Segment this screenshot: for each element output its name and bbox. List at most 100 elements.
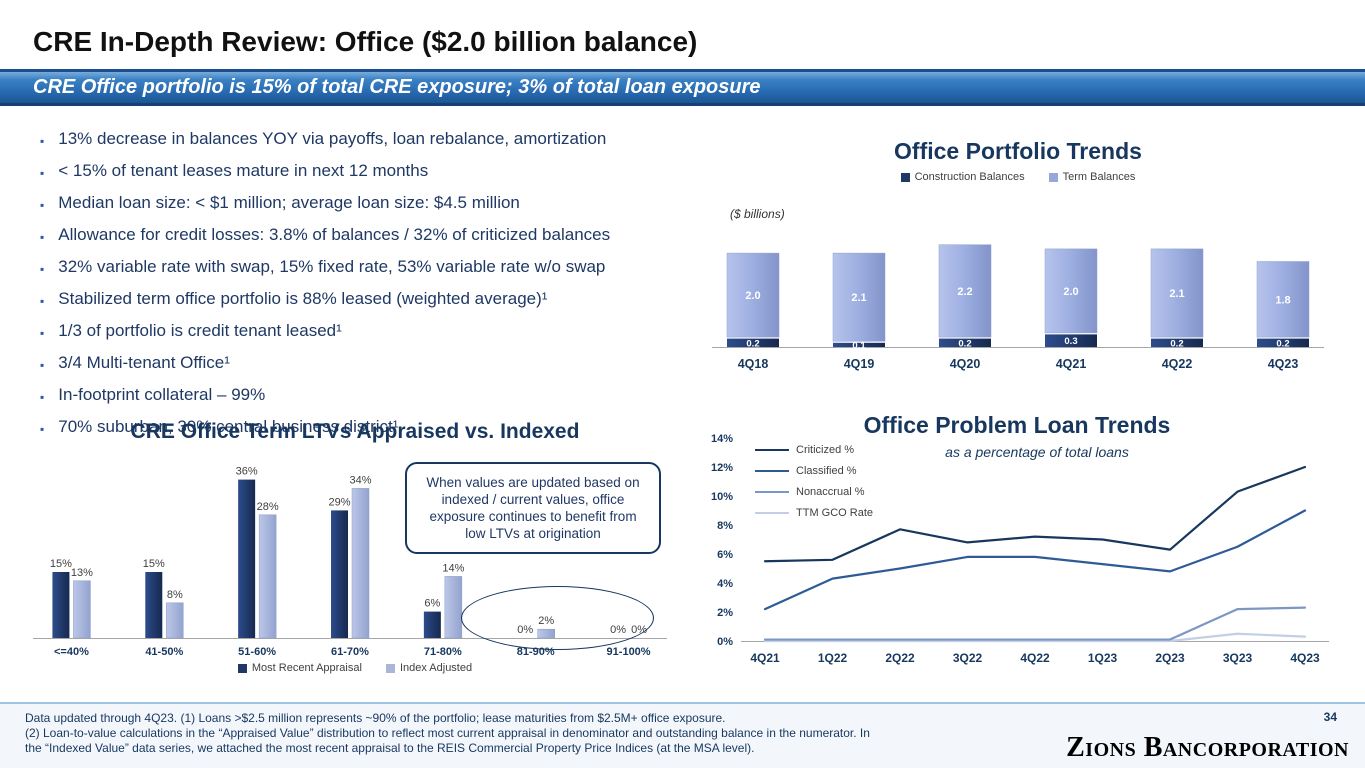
x-category-label: 4Q21 [1056,357,1087,371]
legend-swatch-icon [385,663,395,673]
legend-label: Most Recent Appraisal [251,662,362,674]
bullet-marker-icon: ▪ [40,134,45,148]
bullet-marker-icon: ▪ [40,390,45,404]
indexed-bar [444,576,463,639]
legend-label: Construction Balances [914,171,1025,183]
construction-bar-segment [1045,334,1097,347]
portfolio-chart-plot: 2.0 0.2 4Q18 2.1 0.1 4Q19 2.2 0.2 4Q20 2.0 0.3 4Q21… [712,244,1324,371]
appraisal-bar [145,572,163,638]
bullet-marker-icon: ▪ [40,166,45,180]
low-ltv-highlight-ellipse [461,586,654,650]
indexed-value-label: 8% [167,589,183,601]
footer: Data updated through 4Q23. (1) Loans >$2… [0,702,1365,768]
construction-value-label: 0.1 [852,340,866,351]
x-tick-label: 4Q22 [1020,651,1050,665]
construction-bar-segment [833,342,885,347]
y-tick-label: 4% [717,578,733,590]
x-category-label: <=40% [54,646,89,658]
legend-label: TTM GCO Rate [796,507,874,519]
problem-chart-legend: Criticized % Classified % Nonaccrual % TTM … [755,444,873,519]
term-value-label: 2.1 [851,292,866,304]
term-value-label: 2.0 [745,290,760,302]
bullet-text: 70% suburban, 30% central business distr… [58,417,399,436]
y-tick-label: 6% [717,549,733,561]
bullet-item: ▪ 13% decrease in balances YOY via payoff… [40,128,680,152]
trend-line [763,465,1307,563]
trend-line [763,606,1307,641]
construction-value-label: 0.3 [1064,336,1077,347]
legend-label: Index Adjusted [399,662,473,674]
problem-loan-chart: 0% 2% 4% 6% 8% 10% 12% 14% 4Q21 1Q22 2Q22 3Q22 4Q22 1… [693,406,1341,672]
ltv-annotation-text: When values are updated based on indexed… [426,475,640,541]
bullet-marker-icon: ▪ [40,230,45,244]
legend-label: Criticized % [796,444,855,456]
legend-label: Classified % [796,465,857,477]
construction-value-label: 0.2 [746,338,759,349]
indexed-bar [73,580,91,639]
x-tick-label: 2Q22 [885,651,915,665]
bullet-text: 13% decrease in balances YOY via payoffs… [58,129,607,148]
appraisal-value-label: 15% [143,558,165,570]
indexed-value-label: 28% [257,501,279,513]
term-bar-segment [1256,261,1310,338]
problem-chart-title: Office Problem Loan Trends [863,412,1171,438]
problem-chart-subtitle: as a percentage of total loans [945,444,1129,460]
footnotes: Data updated through 4Q23. (1) Loans >$2… [25,711,990,756]
ltv-chart-title: CRE Office Term LTVs Appraised vs. Index… [130,420,580,443]
term-bar-segment [726,252,780,338]
legend-item: Construction Balances [900,171,1025,183]
term-bar-segment [1044,248,1098,334]
bullet-item: ▪ In-footprint collateral – 99% [40,384,680,408]
footnote-line: the “Indexed Value” data series, we atta… [25,741,755,755]
units-label: ($ billions) [730,207,785,221]
trend-line [763,509,1307,611]
appraisal-bar [238,479,256,638]
x-tick-label: 3Q23 [1223,651,1253,665]
legend-item: Nonaccrual % [755,486,873,498]
bullet-text: 3/4 Multi-tenant Office¹ [58,353,230,372]
bullet-marker-icon: ▪ [40,358,45,372]
bullet-marker-icon: ▪ [40,262,45,276]
bullet-text: < 15% of tenant leases mature in next 12… [58,161,429,180]
bullet-text: Median loan size: < $1 million; average … [58,193,520,212]
bullet-item: ▪ Median loan size: < $1 million; average… [40,192,680,216]
x-tick-label: 2Q23 [1155,651,1185,665]
legend-item: Criticized % [755,444,873,456]
x-category-label: 4Q19 [844,357,875,371]
x-tick-label: 1Q23 [1088,651,1118,665]
term-bar-segment [832,252,886,342]
key-points-list: ▪ 13% decrease in balances YOY via payoff… [40,128,680,448]
x-category-label: 41-50% [145,646,183,658]
construction-value-label: 0.2 [1276,338,1289,349]
term-bar-segment [1150,248,1204,338]
x-category-label: 91-100% [607,646,651,658]
indexed-value-label: 34% [349,474,371,486]
x-category-label: 51-60% [238,646,276,658]
footnote-line: Data updated through 4Q23. (1) Loans >$2… [25,711,726,725]
portfolio-trends-chart: Office Portfolio Trends Construction Bal… [700,138,1336,395]
indexed-bar [166,602,184,639]
ltv-annotation-callout: When values are updated based on indexed… [405,462,661,554]
bullet-marker-icon: ▪ [40,294,45,308]
x-category-label: 61-70% [331,646,369,658]
bullet-text: In-footprint collateral – 99% [58,385,266,404]
appraisal-bar [52,572,70,638]
y-tick-label: 8% [717,520,733,532]
term-value-label: 1.8 [1275,294,1290,306]
term-value-label: 2.2 [957,286,972,298]
banner-text: CRE Office portfolio is 15% of total CRE… [33,76,761,98]
construction-bar-segment [1257,338,1309,347]
appraisal-bar [423,611,441,638]
legend-line-swatch-icon [755,449,789,451]
ltv-chart-legend: Most Recent Appraisal Index Adjusted [25,662,685,674]
legend-label: Nonaccrual % [796,486,865,498]
x-category-label: 4Q20 [950,357,981,371]
bullet-text: 32% variable rate with swap, 15% fixed r… [58,257,606,276]
appraisal-value-label: 36% [236,466,258,478]
term-value-label: 2.0 [1063,286,1078,298]
x-tick-label: 4Q23 [1290,651,1320,665]
x-tick-label: 1Q22 [818,651,848,665]
construction-value-label: 0.2 [958,338,971,349]
legend-line-swatch-icon [755,491,789,493]
